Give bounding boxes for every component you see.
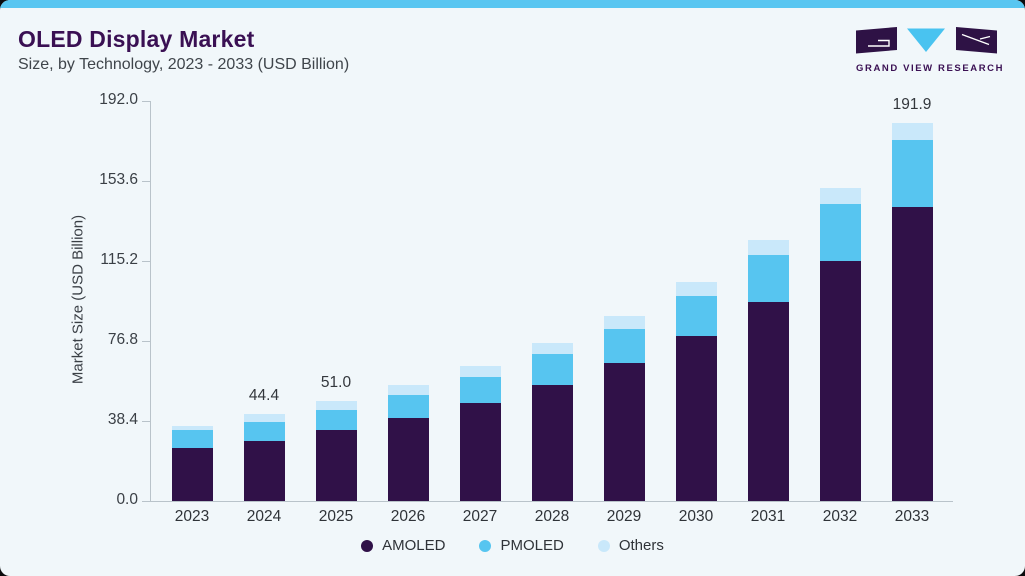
legend-item-others: Others <box>597 537 664 554</box>
bar-2026-pmoled <box>387 395 429 418</box>
bar-2032-pmoled <box>819 203 861 261</box>
bar-2027-amoled <box>459 403 501 501</box>
bar-2027-others <box>459 366 501 378</box>
bar-2033-pmoled <box>891 139 933 208</box>
page-title: OLED Display Market <box>18 26 255 52</box>
bar-2026-amoled <box>387 417 429 501</box>
x-tick-label-2024: 2024 <box>246 508 282 525</box>
bar-2030-others <box>675 281 717 296</box>
x-tick-label-2029: 2029 <box>606 508 642 525</box>
x-tick-label-2027: 2027 <box>462 508 498 525</box>
y-tick-label: 0.0 <box>116 491 138 508</box>
bar-2032-amoled <box>819 260 861 501</box>
legend-label-pmoled: PMOLED <box>500 537 564 554</box>
legend-item-pmoled: PMOLED <box>479 537 564 554</box>
y-tick-mark <box>142 341 150 342</box>
bar-2028-amoled <box>531 385 573 501</box>
bar-2028-pmoled <box>531 354 573 386</box>
bar-total-label-2033: 191.9 <box>892 95 932 113</box>
y-tick-mark <box>142 501 150 502</box>
y-tick-label: 115.2 <box>100 251 138 268</box>
gvr-logo-icon <box>856 27 997 54</box>
bar-2032-others <box>819 188 861 204</box>
bar-2025-pmoled <box>315 409 357 431</box>
accent-strip <box>0 0 1025 8</box>
bar-2025-others <box>315 400 357 410</box>
bar-2033-amoled <box>891 207 933 501</box>
x-tick-label-2032: 2032 <box>822 508 858 525</box>
legend-dot-pmoled <box>479 539 492 552</box>
bar-2023-pmoled <box>171 430 213 448</box>
x-tick-label-2033: 2033 <box>894 508 930 525</box>
legend-dot-others <box>597 539 610 552</box>
legend-label-others: Others <box>618 537 664 554</box>
bar-2023-amoled <box>171 447 213 501</box>
x-axis-baseline <box>150 501 953 502</box>
x-tick-label-2026: 2026 <box>390 508 426 525</box>
y-axis-line <box>150 101 151 501</box>
bar-2029-pmoled <box>603 328 645 363</box>
legend-label-amoled: AMOLED <box>382 537 446 554</box>
y-tick-label: 153.6 <box>99 171 138 188</box>
chart-header: OLED Display Market Size, by Technology,… <box>18 26 349 74</box>
bar-2029-amoled <box>603 362 645 501</box>
bar-2024-amoled <box>243 440 285 501</box>
bar-2023-others <box>171 425 213 431</box>
bar-2031-pmoled <box>747 254 789 302</box>
bar-2026-others <box>387 385 429 396</box>
y-tick-label: 38.4 <box>107 411 138 428</box>
bar-2030-pmoled <box>675 295 717 336</box>
legend-dot-amoled <box>361 539 374 552</box>
x-tick-label-2023: 2023 <box>174 508 210 525</box>
bar-2030-amoled <box>675 335 717 501</box>
legend: AMOLED PMOLED Others <box>0 537 1025 554</box>
bar-2027-pmoled <box>459 377 501 404</box>
page-subtitle: Size, by Technology, 2023 - 2033 (USD Bi… <box>18 56 350 73</box>
bar-2028-others <box>531 343 573 355</box>
x-tick-label-2030: 2030 <box>678 508 714 525</box>
legend-item-amoled: AMOLED <box>361 537 445 554</box>
bar-total-label-2024: 44.4 <box>248 386 280 404</box>
y-tick-mark <box>142 101 150 102</box>
gvr-logo: GRAND VIEW RESEARCH <box>856 27 1005 74</box>
y-tick-label: 192.0 <box>99 91 138 108</box>
bar-2031-amoled <box>747 301 789 501</box>
bar-2031-others <box>747 239 789 255</box>
bar-2024-others <box>243 413 285 423</box>
y-tick-label: 76.8 <box>107 331 138 348</box>
gvr-logo-text: GRAND VIEW RESEARCH <box>856 63 1005 74</box>
bar-2024-pmoled <box>243 422 285 441</box>
y-tick-mark <box>142 261 150 262</box>
y-tick-mark <box>142 181 150 182</box>
y-tick-mark <box>142 421 150 422</box>
bar-2033-others <box>891 122 933 140</box>
y-axis-title: Market Size (USD Billion) <box>69 214 87 385</box>
bar-2025-amoled <box>315 430 357 501</box>
bar-2029-others <box>603 315 645 329</box>
x-tick-label-2025: 2025 <box>318 508 354 525</box>
x-tick-label-2028: 2028 <box>534 508 570 525</box>
x-tick-label-2031: 2031 <box>750 508 786 525</box>
bar-total-label-2025: 51.0 <box>320 373 352 391</box>
